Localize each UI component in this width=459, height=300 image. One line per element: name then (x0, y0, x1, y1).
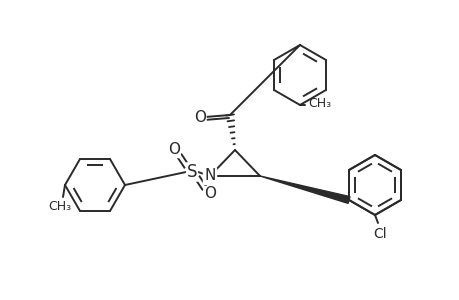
Text: Cl: Cl (372, 227, 386, 241)
Text: N: N (204, 169, 215, 184)
Text: CH₃: CH₃ (308, 97, 330, 110)
Text: CH₃: CH₃ (48, 200, 72, 213)
Text: O: O (194, 110, 206, 125)
Polygon shape (259, 176, 349, 203)
Text: O: O (168, 142, 179, 158)
Text: S: S (186, 163, 197, 181)
Text: O: O (203, 187, 216, 202)
